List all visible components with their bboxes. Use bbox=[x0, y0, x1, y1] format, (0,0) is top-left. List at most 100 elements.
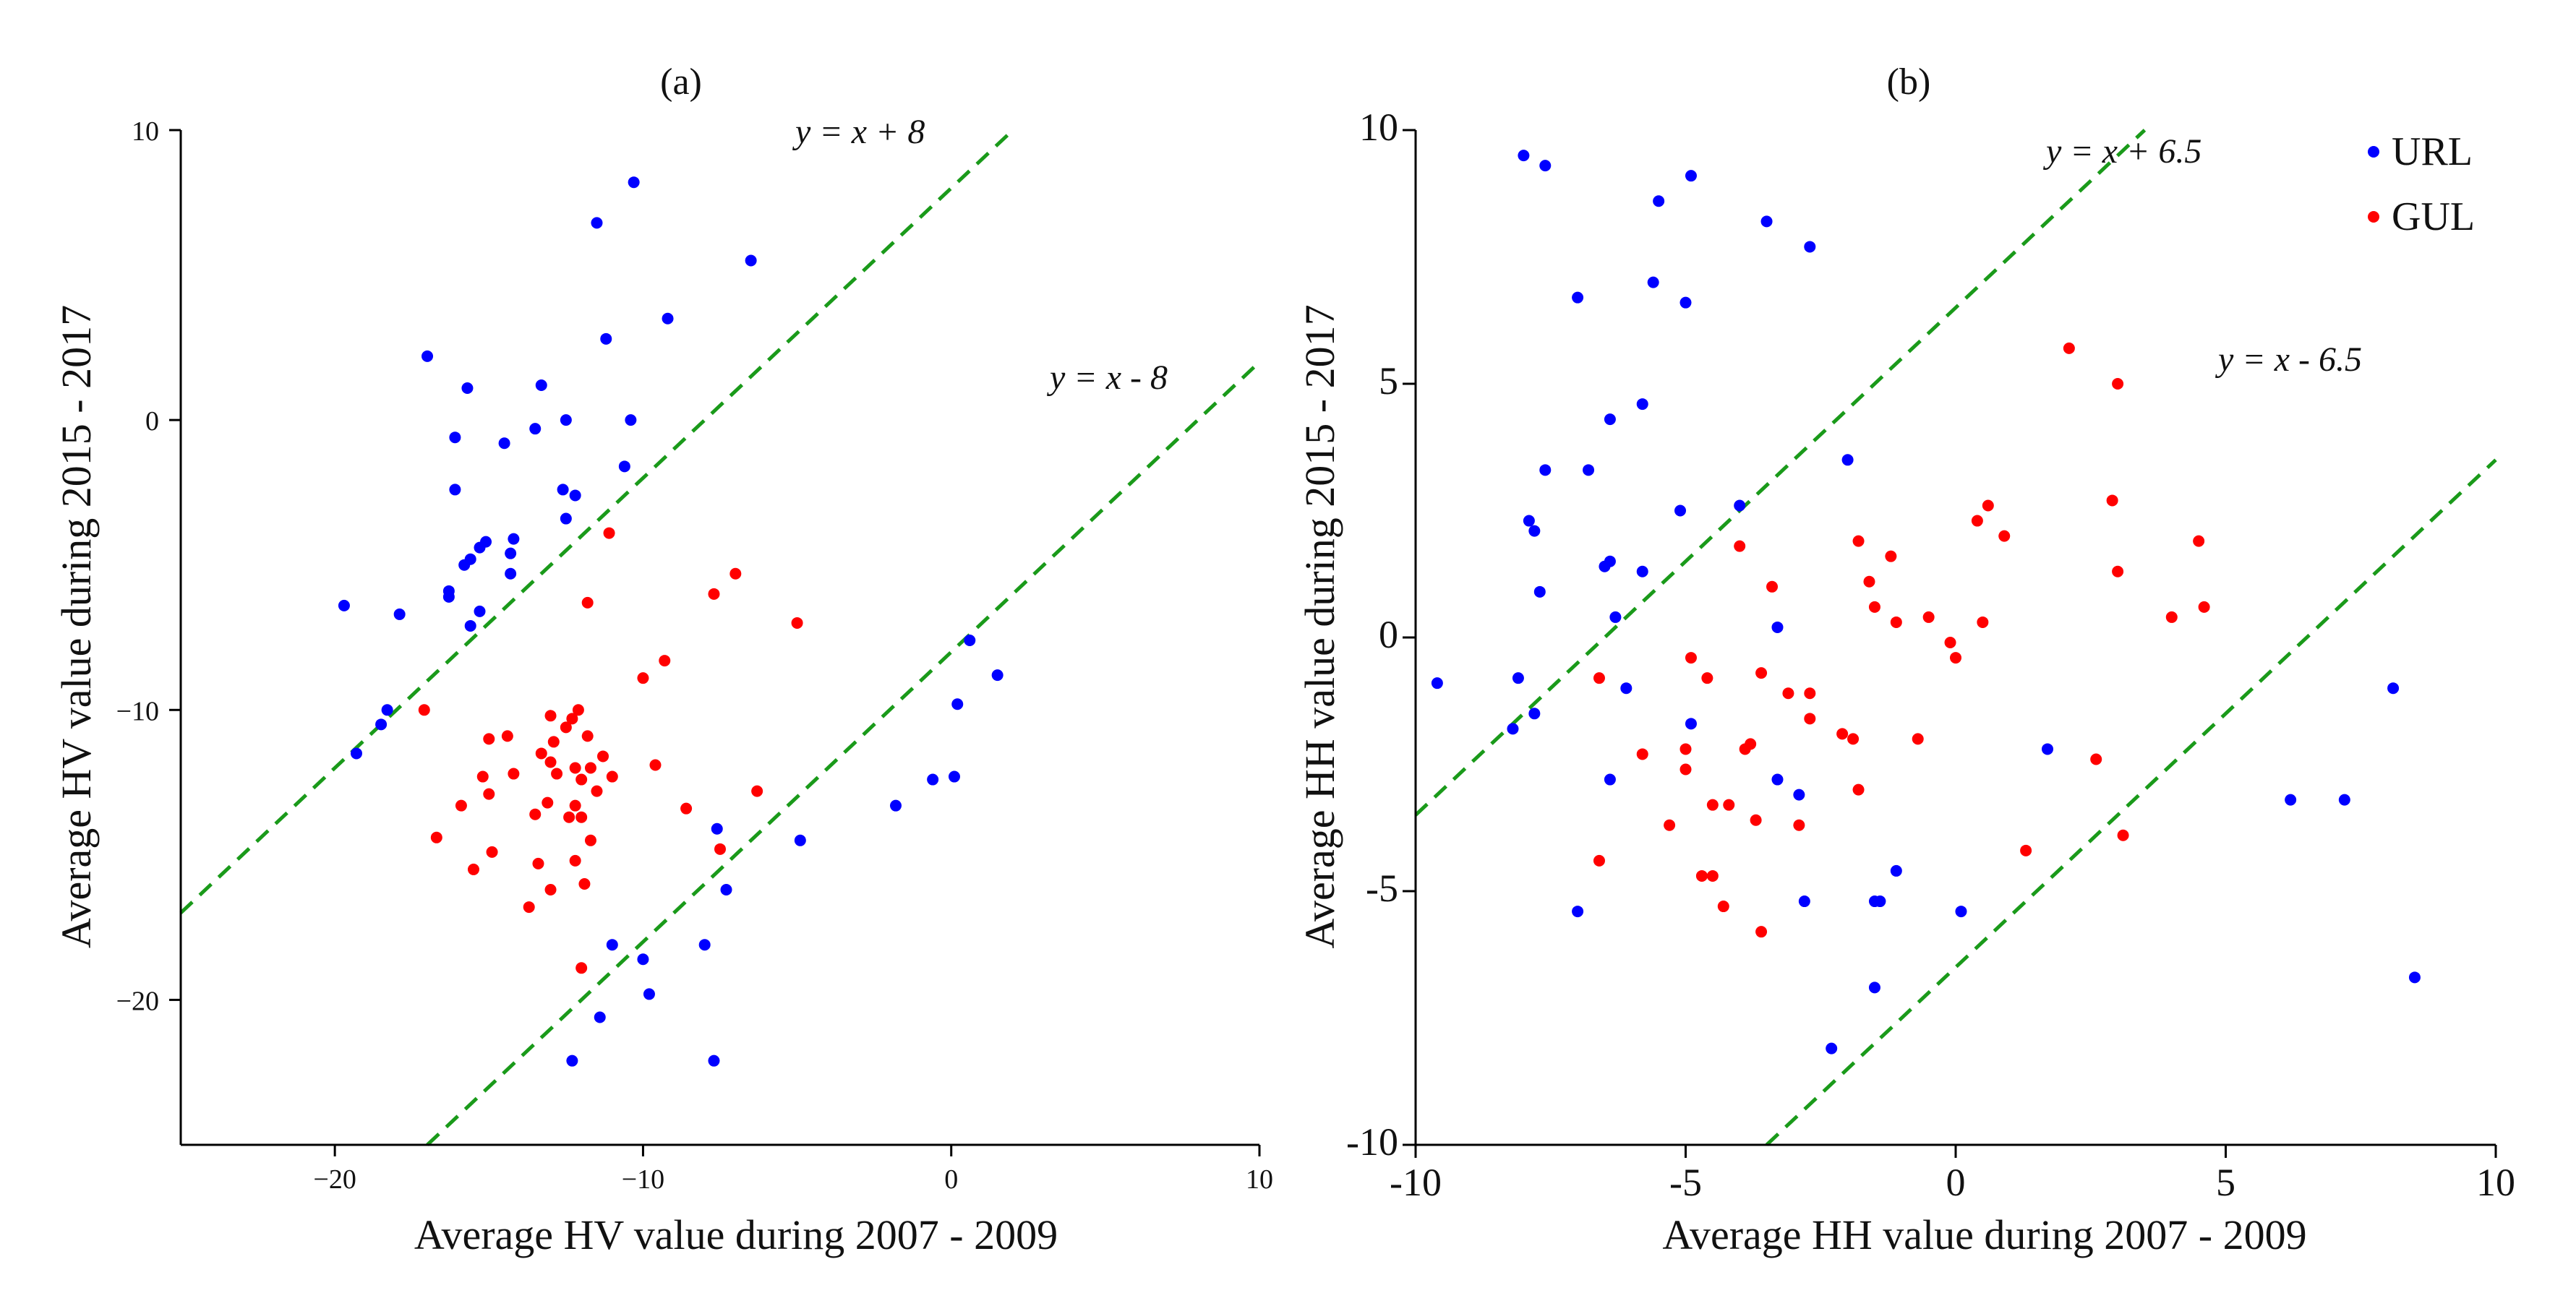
panel-b-y-axis-title: Average HH value during 2015 - 2017 bbox=[1296, 304, 1343, 948]
gul-point bbox=[603, 527, 615, 539]
url-point bbox=[1798, 895, 1810, 908]
x-tick-label: 5 bbox=[2216, 1161, 2235, 1204]
gul-point bbox=[430, 831, 442, 843]
gul-point bbox=[529, 808, 542, 820]
url-point bbox=[2387, 682, 2400, 695]
url-point bbox=[1890, 864, 1902, 877]
url-point bbox=[662, 312, 674, 325]
gul-point bbox=[542, 796, 554, 809]
url-point bbox=[1955, 906, 1967, 918]
gul-point bbox=[1664, 819, 1676, 831]
gul-point bbox=[501, 730, 513, 742]
url-point bbox=[625, 414, 637, 426]
gul-point bbox=[649, 759, 662, 771]
gul-point bbox=[2117, 829, 2129, 841]
url-point bbox=[560, 414, 572, 426]
gul-point bbox=[2112, 378, 2124, 390]
gul-point bbox=[1971, 515, 1983, 527]
url-point bbox=[2408, 971, 2421, 984]
gul-point bbox=[572, 704, 584, 716]
gul-point bbox=[563, 811, 575, 823]
url-point bbox=[964, 635, 976, 647]
gul-point bbox=[566, 713, 578, 725]
url-point bbox=[643, 988, 655, 1000]
gul-point bbox=[1890, 616, 1902, 628]
gul-point bbox=[523, 901, 535, 914]
url-point bbox=[422, 350, 434, 362]
panel-a-reference-lines bbox=[179, 129, 1261, 1146]
url-point bbox=[698, 939, 711, 951]
url-point bbox=[1533, 585, 1546, 598]
gul-point bbox=[483, 788, 495, 800]
url-point bbox=[381, 704, 393, 716]
url-point bbox=[566, 1054, 578, 1067]
x-tick-label: −20 bbox=[313, 1164, 356, 1195]
gul-point bbox=[1847, 733, 1860, 745]
gul-point bbox=[584, 834, 596, 846]
y-tick-label: 10 bbox=[132, 116, 159, 147]
gul-point bbox=[560, 721, 572, 734]
url-point bbox=[1771, 773, 1784, 786]
panel-a-line-label-upper: y = x + 8 bbox=[792, 113, 925, 151]
url-point bbox=[557, 484, 569, 496]
url-point bbox=[637, 953, 649, 966]
gul-point bbox=[486, 846, 498, 858]
x-tick-label: -10 bbox=[1390, 1161, 1442, 1204]
gul-point bbox=[791, 617, 803, 629]
url-point bbox=[1685, 718, 1697, 730]
reference-line-upper bbox=[1414, 129, 2147, 817]
url-point bbox=[350, 747, 362, 760]
legend-url-marker bbox=[2368, 146, 2379, 158]
gul-point bbox=[2193, 535, 2205, 547]
gul-point bbox=[455, 799, 467, 812]
url-point bbox=[991, 669, 1004, 682]
y-tick-label: −20 bbox=[116, 986, 159, 1016]
panel-b-points bbox=[1431, 150, 2421, 1054]
url-point bbox=[594, 1011, 606, 1023]
url-point bbox=[1868, 981, 1880, 994]
legend-gul-label: GUL bbox=[2392, 194, 2475, 239]
reference-line-lower bbox=[1765, 458, 2497, 1146]
gul-point bbox=[575, 773, 588, 786]
gul-point bbox=[1593, 854, 1605, 867]
gul-point bbox=[1755, 667, 1768, 679]
url-point bbox=[708, 1054, 720, 1067]
url-point bbox=[508, 533, 520, 545]
gul-point bbox=[1868, 601, 1880, 613]
gul-point bbox=[2090, 753, 2102, 765]
gul-point bbox=[1706, 869, 1719, 882]
url-point bbox=[745, 254, 757, 267]
url-point bbox=[1793, 789, 1805, 801]
gul-point bbox=[467, 863, 479, 875]
gul-point bbox=[659, 655, 671, 667]
gul-point bbox=[606, 770, 618, 783]
url-point bbox=[600, 332, 612, 345]
y-tick-label: -5 bbox=[1366, 867, 1398, 910]
gul-point bbox=[544, 883, 557, 895]
url-point bbox=[2041, 743, 2053, 755]
url-point bbox=[1507, 723, 1519, 735]
panel-b-x-axis-title: Average HH value during 2007 - 2009 bbox=[1662, 1211, 2306, 1258]
url-point bbox=[442, 590, 455, 603]
x-tick-label: −10 bbox=[622, 1164, 664, 1195]
url-point bbox=[393, 608, 406, 620]
gul-point bbox=[1766, 580, 1779, 593]
gul-point bbox=[1750, 814, 1762, 826]
y-tick-label: 10 bbox=[1359, 106, 1398, 149]
url-point bbox=[1572, 906, 1584, 918]
url-point bbox=[338, 599, 350, 611]
url-point bbox=[535, 379, 547, 392]
gul-point bbox=[1944, 637, 1956, 649]
gul-point bbox=[575, 811, 588, 823]
gul-point bbox=[1836, 728, 1849, 740]
url-point bbox=[1572, 291, 1584, 304]
url-point bbox=[560, 512, 572, 525]
gul-point bbox=[1852, 535, 1865, 547]
reference-line-lower bbox=[426, 361, 1261, 1146]
gul-point bbox=[476, 770, 489, 783]
url-point bbox=[1653, 195, 1665, 207]
gul-point bbox=[2063, 342, 2075, 354]
legend-url-label: URL bbox=[2392, 129, 2473, 174]
gul-point bbox=[569, 762, 581, 774]
url-point bbox=[1636, 565, 1648, 577]
